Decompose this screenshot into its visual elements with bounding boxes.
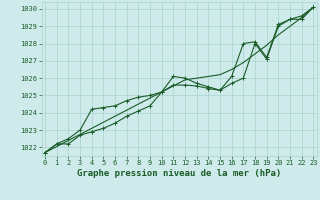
- X-axis label: Graphe pression niveau de la mer (hPa): Graphe pression niveau de la mer (hPa): [77, 169, 281, 178]
